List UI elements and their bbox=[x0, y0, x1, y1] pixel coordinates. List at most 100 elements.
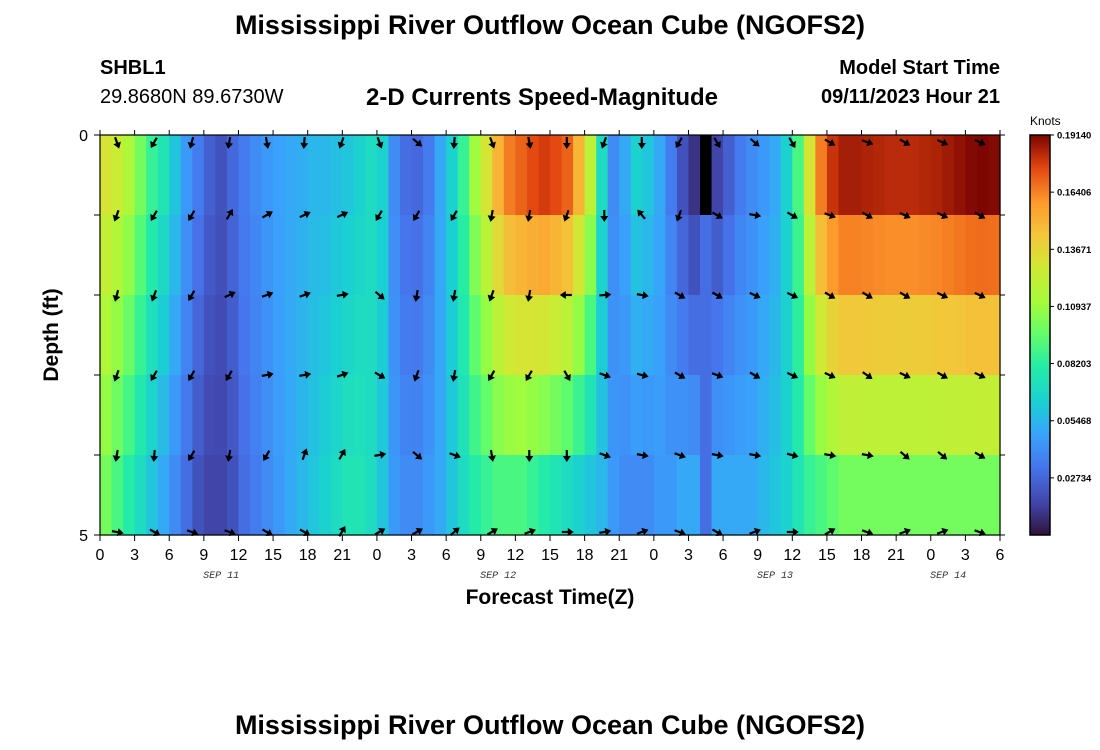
heatmap-cell bbox=[815, 375, 828, 456]
heatmap-cell bbox=[134, 375, 147, 456]
arrow-head bbox=[525, 142, 534, 149]
current-vector-arrow bbox=[150, 289, 158, 302]
arrow-head bbox=[941, 527, 949, 536]
heatmap-cell bbox=[515, 455, 528, 536]
arrow-head bbox=[375, 213, 383, 222]
arrow-head bbox=[642, 291, 649, 300]
heatmap-cell bbox=[515, 215, 528, 296]
current-vector-arrow bbox=[936, 138, 949, 147]
heatmap-cell bbox=[353, 295, 366, 376]
heatmap-cell bbox=[734, 295, 747, 376]
heatmap-cell bbox=[665, 135, 678, 216]
x-tick-label: 0 bbox=[926, 547, 935, 564]
heatmap-cell bbox=[330, 135, 343, 216]
heatmap-cell bbox=[157, 455, 170, 536]
heatmap-cell bbox=[330, 215, 343, 296]
arrow-head bbox=[487, 215, 496, 222]
arrow-head bbox=[675, 214, 683, 222]
current-vector-arrow bbox=[187, 290, 196, 302]
heatmap-cell bbox=[215, 135, 228, 216]
arrow-head bbox=[562, 214, 571, 222]
heatmap-cell bbox=[273, 215, 286, 296]
heatmap-cell bbox=[376, 375, 390, 456]
current-vector-arrow bbox=[974, 138, 986, 147]
current-vector-arrow bbox=[150, 449, 159, 462]
arrow-head bbox=[941, 211, 949, 220]
heatmap-cell bbox=[596, 135, 609, 216]
x-tick-label: 12 bbox=[506, 547, 524, 564]
heatmap-cell bbox=[930, 295, 943, 376]
current-vector-arrow bbox=[786, 291, 799, 300]
current-vector-arrow bbox=[749, 291, 761, 300]
current-vector-arrow bbox=[711, 451, 724, 460]
arrow-head bbox=[752, 139, 760, 147]
heatmap-cell bbox=[238, 135, 251, 216]
heatmap-cell bbox=[434, 375, 447, 456]
current-vector-arrow bbox=[824, 528, 836, 536]
current-vector-arrow bbox=[299, 290, 311, 299]
x-tick-label: 9 bbox=[753, 547, 762, 564]
heatmap-cell bbox=[746, 135, 759, 216]
heatmap-cell bbox=[596, 455, 609, 536]
heatmap-cell bbox=[907, 455, 920, 536]
heatmap-cell bbox=[988, 215, 1001, 296]
heatmap-cell bbox=[723, 135, 736, 216]
arrow-head bbox=[300, 142, 309, 149]
arrow-head bbox=[267, 370, 274, 379]
heatmap-cell bbox=[550, 295, 563, 376]
heatmap-cell bbox=[607, 295, 620, 376]
current-vector-arrow bbox=[411, 528, 423, 536]
x-axis-label: Forecast Time(Z) bbox=[466, 586, 635, 609]
current-vector-arrow bbox=[488, 449, 496, 462]
arrow-head bbox=[902, 452, 910, 460]
heatmap-cell bbox=[434, 215, 447, 296]
x-tick-label: 18 bbox=[299, 547, 317, 564]
arrow-head bbox=[112, 455, 121, 462]
arrow-head bbox=[791, 371, 799, 380]
heatmap-cell bbox=[642, 215, 655, 296]
model-start-value: 09/11/2023 Hour 21 bbox=[820, 86, 1000, 108]
heatmap-cell bbox=[273, 135, 286, 216]
heatmap-cell bbox=[700, 135, 713, 216]
heatmap-cell bbox=[538, 455, 551, 536]
heatmap-cell bbox=[838, 375, 851, 456]
current-vector-arrow bbox=[412, 450, 423, 460]
heatmap-cell bbox=[307, 295, 320, 376]
heatmap-cell bbox=[457, 215, 470, 296]
x-tick-label: 15 bbox=[541, 547, 559, 564]
heatmap-cell bbox=[850, 135, 863, 216]
arrow-head bbox=[338, 448, 346, 457]
plot-subtitle: 2-D Currents Speed-Magnitude bbox=[366, 84, 719, 111]
arrow-head bbox=[713, 140, 721, 149]
heatmap-cell bbox=[884, 135, 897, 216]
arrow-head bbox=[112, 214, 121, 222]
arrow-head bbox=[603, 451, 611, 460]
heatmap-cell bbox=[711, 215, 724, 296]
heatmap-cell bbox=[411, 455, 424, 536]
arrow-head bbox=[338, 525, 346, 534]
heatmap-cell bbox=[296, 215, 309, 296]
heatmap-cell bbox=[365, 295, 378, 376]
heatmap-cell bbox=[469, 135, 482, 216]
heatmap-cell bbox=[653, 215, 666, 296]
heatmap-cell bbox=[400, 135, 413, 216]
current-vector-arrow bbox=[936, 291, 949, 300]
current-vector-arrow bbox=[149, 528, 161, 536]
arrow-head bbox=[528, 527, 536, 536]
heatmap-cell bbox=[757, 135, 770, 216]
heatmap-cell bbox=[953, 295, 966, 376]
heatmap-cell bbox=[469, 295, 482, 376]
heatmap-cell bbox=[769, 215, 782, 296]
x-tick-label: 15 bbox=[264, 547, 282, 564]
heatmap-cell bbox=[284, 295, 297, 376]
heatmap-cell bbox=[688, 135, 701, 216]
heatmap-cell bbox=[180, 455, 193, 536]
current-vector-arrow bbox=[112, 369, 121, 382]
heatmap-cell bbox=[146, 455, 159, 536]
current-vector-arrow bbox=[261, 290, 274, 299]
heatmap-cell bbox=[169, 295, 182, 376]
arrow-head bbox=[604, 527, 612, 536]
arrow-head bbox=[866, 528, 874, 537]
arrow-head bbox=[300, 448, 309, 456]
arrow-head bbox=[265, 529, 273, 536]
